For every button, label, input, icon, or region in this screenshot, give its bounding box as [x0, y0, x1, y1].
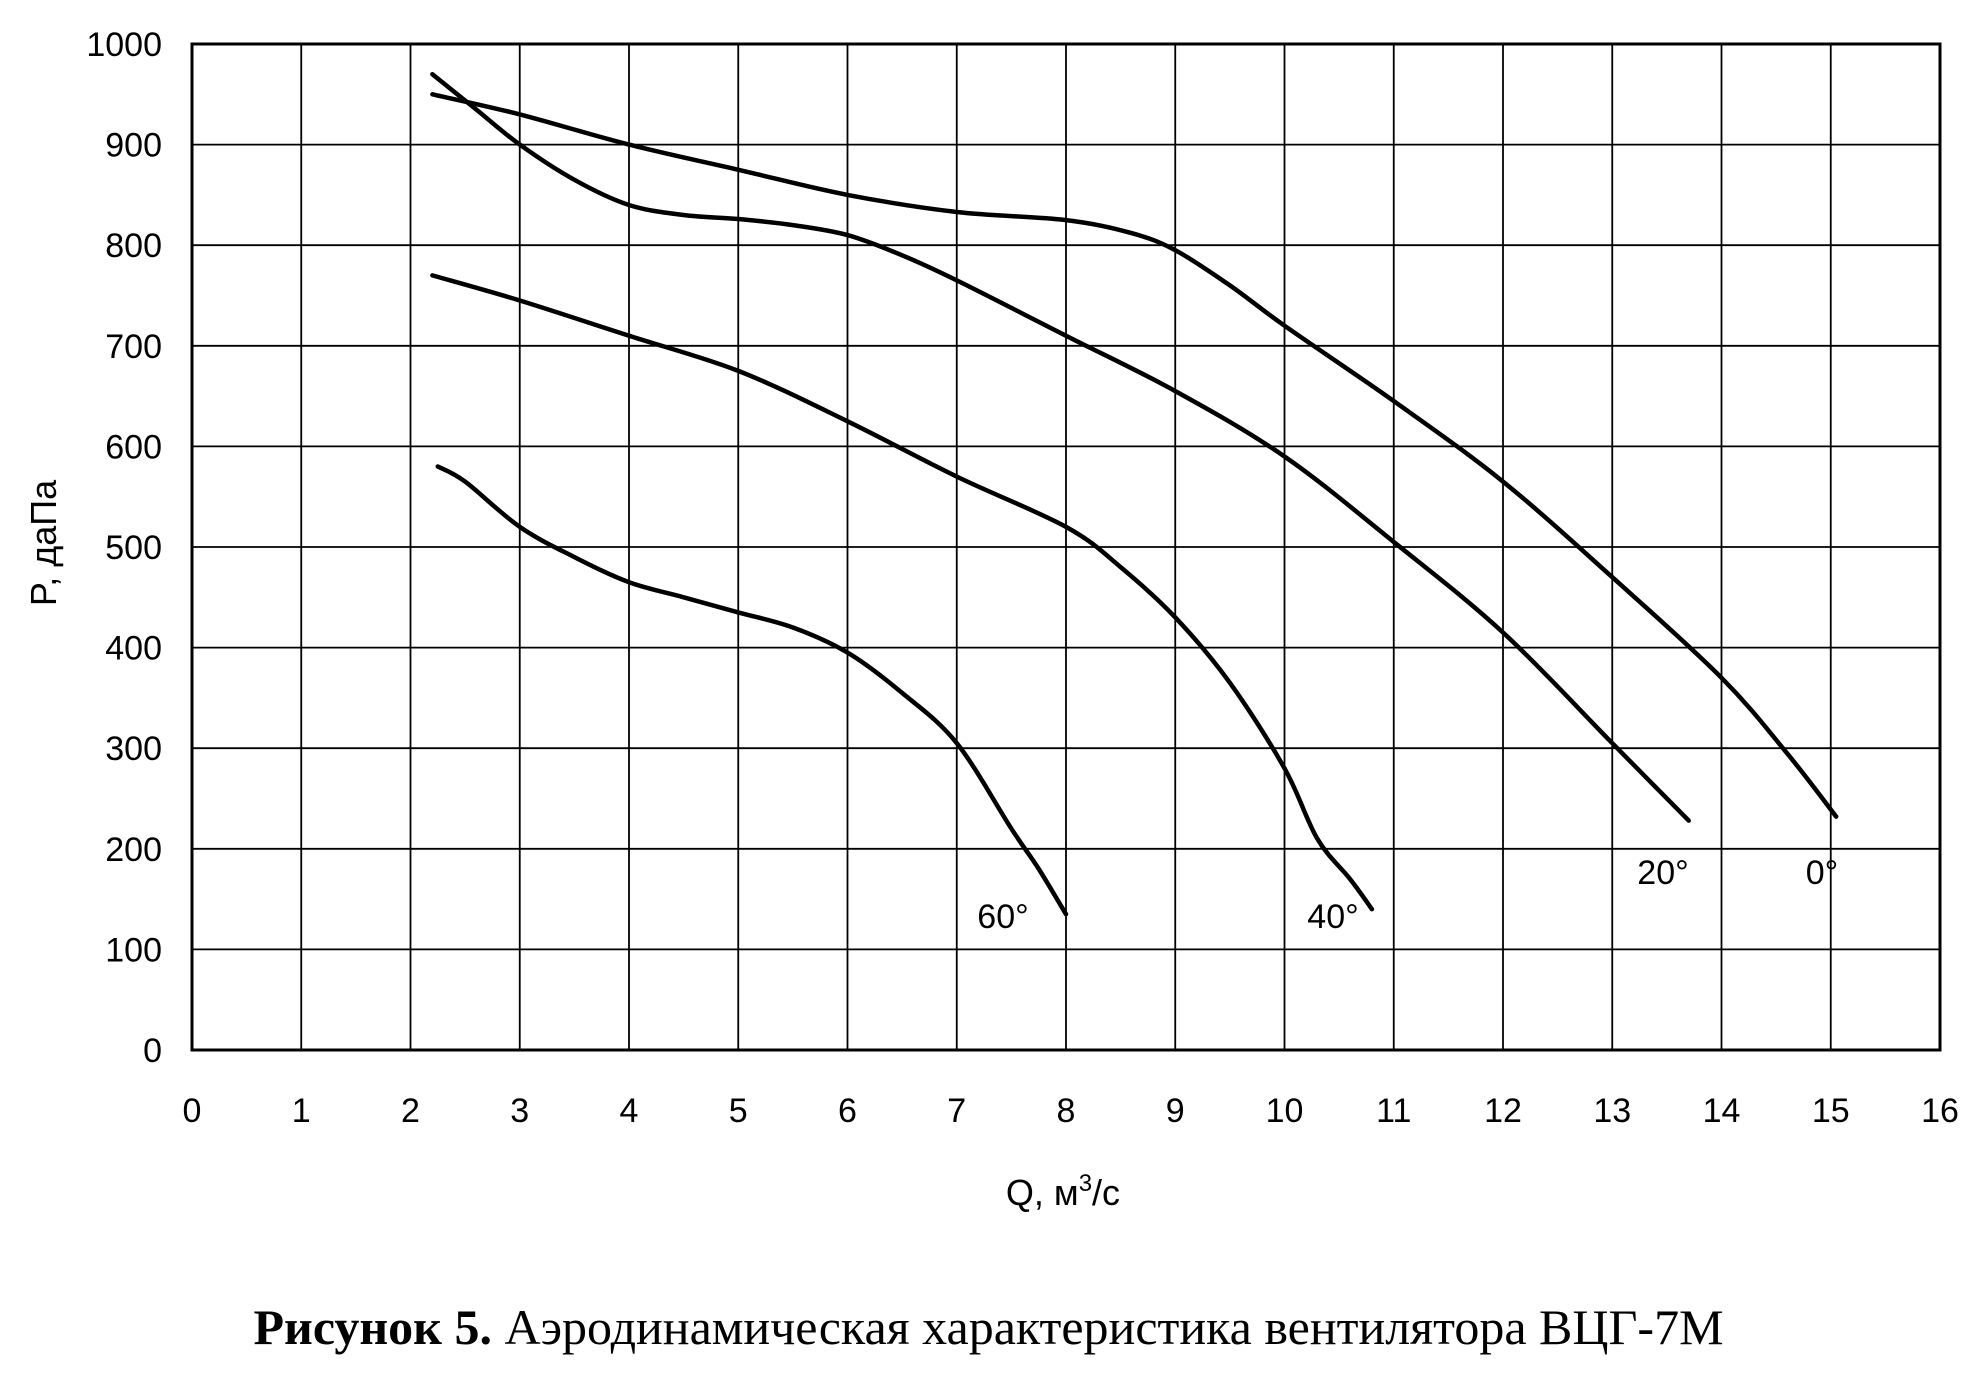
- tick-labels: 0 1 2 3 4 5 6 7 8 9 10 11 12 13 14 15 160100200300400500…: [86, 26, 1959, 1130]
- series-labels: 0° 20° 40° 60°: [977, 854, 1838, 936]
- x-tick-label: 0: [183, 1092, 202, 1130]
- plot-frame: [190, 42, 1942, 1052]
- y-tick-label: 500: [105, 529, 162, 567]
- x-axis-label: Q, м3/с: [1006, 1170, 1120, 1213]
- y-tick-label: 300: [105, 730, 162, 768]
- x-tick-label: 13: [1593, 1092, 1631, 1130]
- y-tick-label: 800: [105, 227, 162, 265]
- curves: [430, 71, 1839, 917]
- series-line-0: [430, 92, 1839, 819]
- x-tick-label: 2: [401, 1092, 420, 1130]
- x-tick-label: 9: [1166, 1092, 1185, 1130]
- caption-number: Рисунок 5.: [253, 1299, 492, 1355]
- series-label-0: 0°: [1806, 854, 1839, 892]
- x-tick-label: 1: [292, 1092, 311, 1130]
- y-tick-label: 200: [105, 831, 162, 869]
- series-line-1: [430, 71, 1691, 823]
- y-tick-label: 400: [105, 630, 162, 668]
- figure-caption: Рисунок 5. Аэродинамическая характеристи…: [0, 1298, 1977, 1356]
- series-label-60: 60°: [977, 898, 1028, 936]
- x-tick-label: 3: [510, 1092, 529, 1130]
- x-tick-label: 12: [1484, 1092, 1522, 1130]
- y-tick-label: 1000: [86, 26, 162, 64]
- y-tick-label: 600: [105, 428, 162, 466]
- caption-text: Аэродинамическая характеристика вентилят…: [491, 1299, 1724, 1355]
- series-line-3: [435, 464, 1069, 917]
- x-tick-label: 10: [1266, 1092, 1304, 1130]
- y-axis-label: P, даПа: [23, 479, 64, 606]
- y-tick-label: 0: [143, 1032, 162, 1070]
- x-tick-label: 6: [838, 1092, 857, 1130]
- x-tick-label: 14: [1703, 1092, 1741, 1130]
- x-tick-label: 8: [1057, 1092, 1076, 1130]
- y-tick-label: 700: [105, 328, 162, 366]
- series-label-20: 20°: [1637, 854, 1688, 892]
- x-tick-label: 16: [1921, 1092, 1959, 1130]
- y-tick-label: 900: [105, 127, 162, 165]
- x-tick-label: 4: [620, 1092, 639, 1130]
- x-tick-label: 5: [729, 1092, 748, 1130]
- y-tick-label: 100: [105, 931, 162, 969]
- x-tick-label: 7: [947, 1092, 966, 1130]
- x-tick-label: 11: [1376, 1092, 1411, 1130]
- grid: [191, 43, 1941, 1051]
- x-tick-label: 15: [1812, 1092, 1850, 1130]
- series-label-40: 40°: [1307, 898, 1358, 936]
- series-line-2: [430, 273, 1375, 912]
